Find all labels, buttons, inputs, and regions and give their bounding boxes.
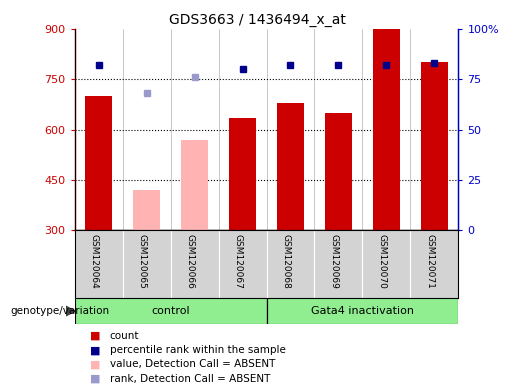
Text: ■: ■: [90, 331, 100, 341]
Text: GSM120064: GSM120064: [90, 234, 99, 288]
Bar: [325, 113, 352, 230]
Text: rank, Detection Call = ABSENT: rank, Detection Call = ABSENT: [110, 374, 270, 384]
Text: genotype/variation: genotype/variation: [10, 306, 109, 316]
Bar: [133, 190, 160, 230]
Polygon shape: [66, 306, 75, 316]
Bar: [229, 118, 256, 230]
Text: GDS3663 / 1436494_x_at: GDS3663 / 1436494_x_at: [169, 13, 346, 27]
Bar: [421, 62, 448, 230]
Text: ■: ■: [90, 374, 100, 384]
Bar: [277, 103, 304, 230]
Text: value, Detection Call = ABSENT: value, Detection Call = ABSENT: [110, 359, 275, 369]
Text: GSM120068: GSM120068: [282, 234, 290, 289]
Text: GSM120066: GSM120066: [185, 234, 195, 289]
Bar: [373, 29, 400, 230]
Text: GSM120071: GSM120071: [425, 234, 434, 289]
Text: GSM120069: GSM120069: [330, 234, 338, 289]
Text: GSM120070: GSM120070: [377, 234, 386, 289]
Text: ■: ■: [90, 345, 100, 355]
Text: GSM120065: GSM120065: [138, 234, 147, 289]
Text: control: control: [151, 306, 190, 316]
Text: Gata4 inactivation: Gata4 inactivation: [311, 306, 414, 316]
Text: GSM120067: GSM120067: [233, 234, 243, 289]
Bar: [267, 298, 458, 324]
Text: ■: ■: [90, 359, 100, 369]
Bar: [75, 298, 267, 324]
Bar: [85, 96, 112, 230]
Bar: [181, 140, 208, 230]
Text: percentile rank within the sample: percentile rank within the sample: [110, 345, 286, 355]
Text: count: count: [110, 331, 139, 341]
